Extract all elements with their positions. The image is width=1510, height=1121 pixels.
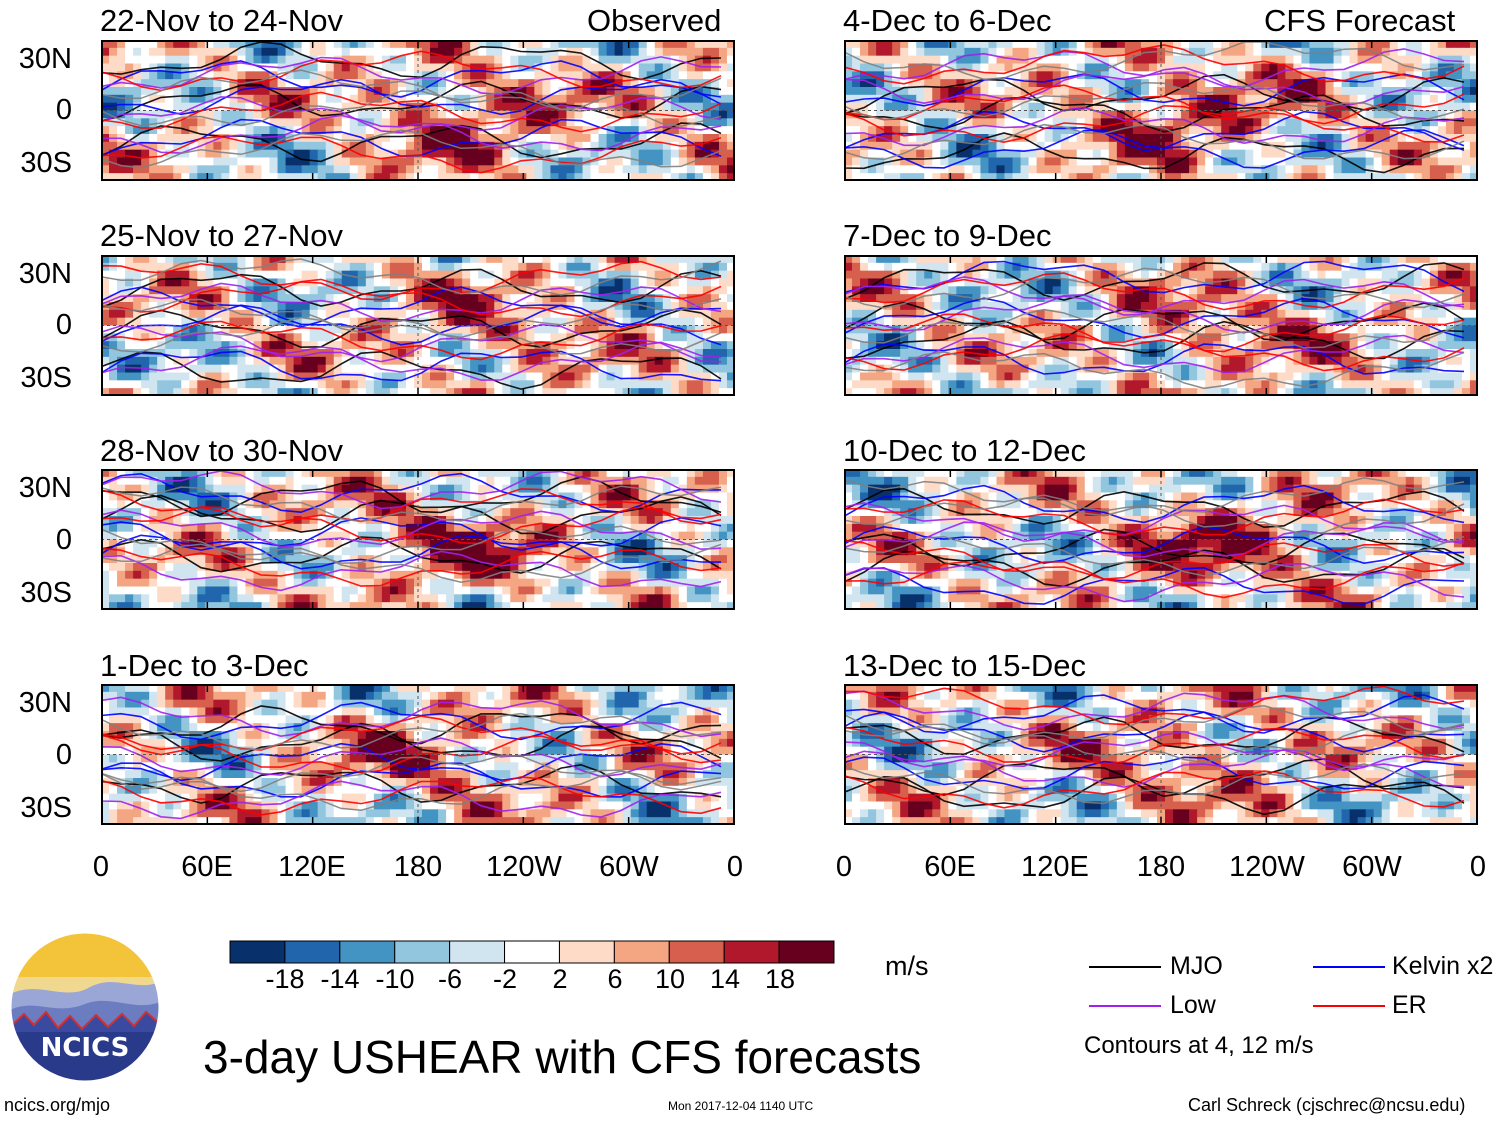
y-tick-0: 0 — [55, 739, 72, 771]
y-tick-30n: 30N — [18, 43, 72, 75]
colorbar-label: 18 — [764, 964, 796, 994]
colorbar-label: -18 — [265, 964, 305, 994]
main-title: 3-day USHEAR with CFS forecasts — [203, 1031, 922, 1083]
footer-url: ncics.org/mjo — [4, 1095, 111, 1115]
contour-lines — [101, 41, 722, 174]
units-label: m/s — [885, 951, 929, 981]
y-tick-30s: 30S — [20, 147, 72, 179]
panel-title-fc4: 13-Dec to 15-Dec — [843, 648, 1086, 683]
ncics-logo: NCICS — [10, 932, 160, 1082]
colorbar-swatch — [229, 940, 286, 964]
contour-lines — [844, 260, 1465, 390]
legend-label-low: Low — [1170, 991, 1216, 1019]
x-tick-0-end: 0 — [726, 851, 744, 883]
x-tick-0: 0 — [92, 851, 110, 883]
colorbar-label: 6 — [607, 964, 623, 994]
x-tick-120e: 120E — [278, 851, 346, 883]
map-panel-fc1 — [844, 40, 1478, 181]
panel-title-obs2: 25-Nov to 27-Nov — [100, 218, 343, 253]
legend-line-kelvin — [1313, 966, 1385, 968]
contour-lines — [101, 258, 722, 390]
map-panel-obs1 — [101, 40, 735, 181]
x-tick-180: 180 — [1136, 851, 1186, 883]
panel-title-fc1: 4-Dec to 6-Dec — [843, 3, 1052, 38]
x-tick-120w: 120W — [1229, 851, 1305, 883]
shear-field — [844, 40, 1478, 181]
colorbar-label: 10 — [654, 964, 686, 994]
colorbar-swatch — [449, 940, 506, 964]
colorbar-swatch — [723, 940, 780, 964]
x-tick-120e: 120E — [1021, 851, 1089, 883]
legend-label-mjo: MJO — [1170, 952, 1223, 980]
contour-lines — [844, 477, 1465, 606]
observed-header: Observed — [587, 3, 722, 38]
y-tick-0: 0 — [55, 94, 72, 126]
x-tick-60w: 60W — [1342, 851, 1402, 883]
x-tick-120w: 120W — [486, 851, 562, 883]
y-tick-30s: 30S — [20, 792, 72, 824]
y-tick-30n: 30N — [18, 472, 72, 504]
y-tick-30s: 30S — [20, 362, 72, 394]
legend-label-er: ER — [1392, 991, 1427, 1019]
contour-lines — [844, 685, 1465, 816]
y-tick-0: 0 — [55, 309, 72, 341]
shear-field — [844, 684, 1478, 825]
colorbar-swatch — [504, 940, 560, 964]
legend-label-kelvin: Kelvin x2 — [1392, 952, 1494, 980]
map-panel-fc3 — [844, 469, 1478, 610]
legend-line-er — [1313, 1005, 1385, 1007]
y-tick-30n: 30N — [18, 687, 72, 719]
legend-line-mjo — [1089, 966, 1161, 968]
colorbar-label: -2 — [492, 964, 517, 994]
x-tick-0-end: 0 — [1469, 851, 1487, 883]
colorbar-label: -6 — [437, 964, 462, 994]
map-panel-obs3 — [101, 469, 735, 610]
colorbar-swatch — [778, 940, 835, 964]
colorbar-swatch — [284, 940, 341, 964]
colorbar-label: -10 — [375, 964, 415, 994]
cfs-forecast-header: CFS Forecast — [1264, 3, 1456, 38]
colorbar-label: 2 — [552, 964, 568, 994]
shear-field — [844, 469, 1478, 610]
contour-lines — [101, 696, 722, 820]
shear-field — [101, 469, 735, 610]
contour-lines — [844, 41, 1465, 174]
x-tick-60w: 60W — [599, 851, 659, 883]
map-panel-fc2 — [844, 255, 1478, 396]
y-tick-30n: 30N — [18, 258, 72, 290]
x-tick-60e: 60E — [924, 851, 976, 883]
contour-lines — [101, 470, 722, 592]
colorbar-swatch — [613, 940, 670, 964]
colorbar-label: -14 — [320, 964, 360, 994]
colorbar-label: 14 — [709, 964, 741, 994]
panel-title-obs1: 22-Nov to 24-Nov — [100, 3, 343, 38]
x-tick-0: 0 — [835, 851, 853, 883]
legend-line-low — [1089, 1005, 1161, 1007]
panel-title-fc2: 7-Dec to 9-Dec — [843, 218, 1052, 253]
footer-author: Carl Schreck (cjschrec@ncsu.edu) — [1188, 1095, 1466, 1115]
footer-timestamp: Mon 2017-12-04 1140 UTC — [668, 1099, 814, 1113]
logo-text: NCICS — [41, 1033, 130, 1063]
colorbar-swatch — [558, 940, 615, 964]
colorbar-swatch — [339, 940, 396, 964]
x-tick-180: 180 — [393, 851, 443, 883]
panel-title-obs4: 1-Dec to 3-Dec — [100, 648, 309, 683]
shear-field — [844, 255, 1478, 396]
colorbar-swatch — [394, 940, 451, 964]
panel-title-fc3: 10-Dec to 12-Dec — [843, 433, 1086, 468]
map-panel-fc4 — [844, 684, 1478, 825]
contour-note: Contours at 4, 12 m/s — [1084, 1032, 1314, 1059]
map-panel-obs4 — [101, 684, 735, 825]
y-tick-0: 0 — [55, 524, 72, 556]
y-tick-30s: 30S — [20, 577, 72, 609]
colorbar-swatch — [668, 940, 725, 964]
map-panel-obs2 — [101, 255, 735, 396]
x-tick-60e: 60E — [181, 851, 233, 883]
colorbar — [229, 940, 835, 969]
panel-title-obs3: 28-Nov to 30-Nov — [100, 433, 343, 468]
